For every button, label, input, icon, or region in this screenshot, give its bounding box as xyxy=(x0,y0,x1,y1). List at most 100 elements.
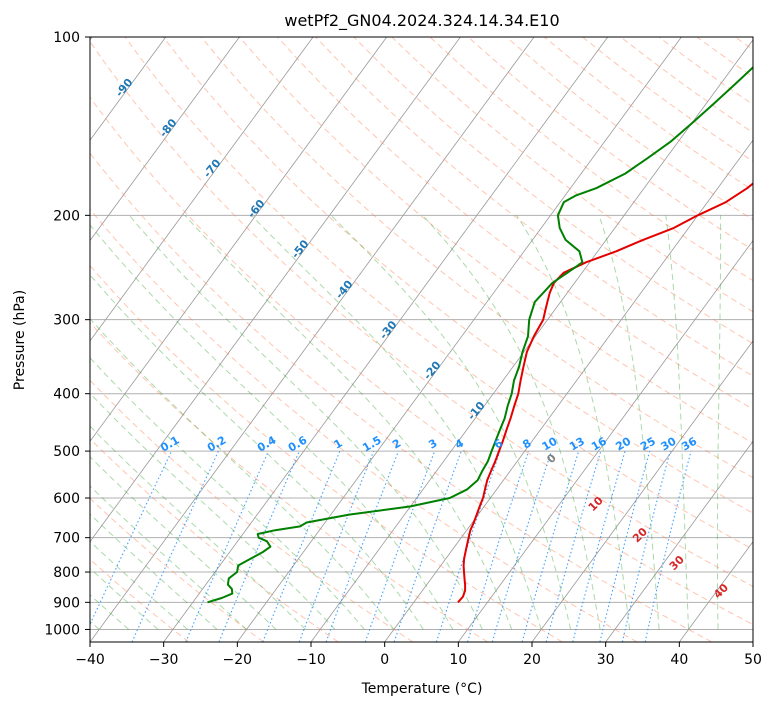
plot-frame xyxy=(89,36,754,643)
dry-adiabat-line xyxy=(90,40,753,588)
mixing-ratio-line xyxy=(545,450,602,642)
dry-adiabat-line xyxy=(90,96,753,626)
mixing-ratio-line xyxy=(364,450,436,642)
mixing-ratio-line xyxy=(393,450,462,642)
isotherm-label: -90 xyxy=(113,76,136,100)
moist-adiabat-line xyxy=(598,215,660,630)
y-tick-label: 800 xyxy=(53,565,80,581)
y-tick-label: 300 xyxy=(53,313,80,329)
moist-adiabat-label: 20 xyxy=(630,525,650,545)
x-tick-label: 20 xyxy=(523,652,541,668)
moist-adiabat-line xyxy=(90,620,100,630)
isotherm-label: -10 xyxy=(465,399,488,423)
temperature-profile-line xyxy=(457,182,753,603)
isotherm-line xyxy=(458,239,753,642)
dry-adiabat-line xyxy=(696,37,753,78)
y-tick-label: 200 xyxy=(53,208,80,224)
isotherm-label: -60 xyxy=(245,197,268,221)
dewpoint-profile-line xyxy=(207,65,753,604)
mixing-ratio-line xyxy=(435,450,501,642)
isotherm-line xyxy=(237,37,682,642)
moist-adiabat-line xyxy=(90,540,188,630)
moist-adiabat-line xyxy=(90,485,247,630)
isotherm-label: -30 xyxy=(377,318,400,342)
y-tick-label: 500 xyxy=(53,444,80,460)
moist-adiabat-line xyxy=(90,513,218,630)
x-tick-label: −30 xyxy=(149,652,179,668)
moist-adiabat-line xyxy=(665,215,689,630)
mixing-ratio-label: 2 xyxy=(390,437,403,452)
dry-adiabat-line xyxy=(391,37,753,313)
dry-adiabat-line xyxy=(90,152,712,642)
dry-adiabat-line xyxy=(315,37,753,377)
moist-adiabat-label: 40 xyxy=(711,581,731,601)
moist-adiabat-line xyxy=(716,215,722,630)
mixing-ratio-line xyxy=(621,450,671,642)
dry-adiabat-line xyxy=(734,37,753,51)
dry-adiabat-line xyxy=(124,37,753,550)
dry-adiabat-line xyxy=(544,37,753,191)
isotherm-line xyxy=(90,37,314,342)
x-tick-label: −40 xyxy=(75,652,105,668)
y-axis-title: Pressure (hPa) xyxy=(12,290,28,390)
x-axis-title: Temperature (°C) xyxy=(361,681,483,697)
mixing-ratio-line xyxy=(644,450,692,642)
x-tick-label: 30 xyxy=(597,652,615,668)
moist-adiabat-line xyxy=(90,357,365,630)
mixing-ratio-line xyxy=(572,450,626,642)
mixing-ratio-label: 3 xyxy=(426,437,439,452)
mixing-ratio-line xyxy=(218,450,300,642)
moist-adiabat-label: 10 xyxy=(586,494,606,514)
moist-adiabat-label: 0 xyxy=(544,451,559,466)
grid-layer xyxy=(90,37,753,630)
dry-adiabat-line xyxy=(162,37,753,514)
mixing-ratio-line xyxy=(521,450,580,642)
mixing-ratio-label: 1 xyxy=(332,437,345,452)
isotherm-label: -50 xyxy=(289,237,312,261)
isotherm-line xyxy=(90,37,240,242)
moist-adiabat-line xyxy=(90,274,424,630)
dry-adiabat-line xyxy=(90,379,414,642)
mixing-ratio-line xyxy=(599,450,651,642)
axes-layer: −40 −30 −20 −10 0 10 20 30 40 5010020030040050060… xyxy=(44,30,762,668)
dry-adiabat-line xyxy=(505,37,753,221)
moist-adiabat-line xyxy=(90,224,454,630)
x-tick-label: 0 xyxy=(380,652,389,668)
moist-adiabat-line xyxy=(90,456,277,630)
isotherm-label: -40 xyxy=(333,278,356,302)
x-tick-label: −10 xyxy=(296,652,326,668)
mixing-ratio-line xyxy=(491,450,552,642)
isotherm-line xyxy=(605,440,753,642)
moist-adiabat-line xyxy=(330,214,572,630)
moist-adiabat-line xyxy=(90,425,306,630)
dry-adiabat-line xyxy=(353,37,753,345)
x-tick-label: 40 xyxy=(670,652,688,668)
x-tick-label: −20 xyxy=(223,652,253,668)
mixing-ratio-line xyxy=(325,450,400,642)
isotherm-line xyxy=(384,139,753,642)
isotherm-label: -80 xyxy=(157,116,180,140)
y-tick-label: 1000 xyxy=(44,622,80,638)
isotherm-line xyxy=(531,340,753,642)
isotherm-line xyxy=(163,37,609,642)
mixing-ratio-line xyxy=(131,450,219,642)
isotherm-line xyxy=(90,37,167,141)
isotherm-line xyxy=(752,641,753,642)
dry-adiabat-line xyxy=(90,264,563,642)
isotherm-label: -20 xyxy=(421,358,444,382)
isotherm-line xyxy=(90,37,388,442)
dry-adiabat-line xyxy=(90,208,638,642)
dry-adiabat-line xyxy=(90,497,264,642)
x-tick-label: 10 xyxy=(449,652,467,668)
y-tick-label: 100 xyxy=(53,30,80,46)
mixing-ratio-line xyxy=(298,450,375,642)
moist-adiabat-label: 30 xyxy=(667,553,687,573)
isotherm-line xyxy=(90,37,535,642)
y-tick-label: 700 xyxy=(53,531,80,547)
dry-adiabat-line xyxy=(658,37,753,106)
y-tick-label: 400 xyxy=(53,387,80,403)
y-tick-label: 600 xyxy=(53,491,80,507)
moist-adiabat-line xyxy=(422,214,601,630)
series-layer xyxy=(207,65,753,604)
